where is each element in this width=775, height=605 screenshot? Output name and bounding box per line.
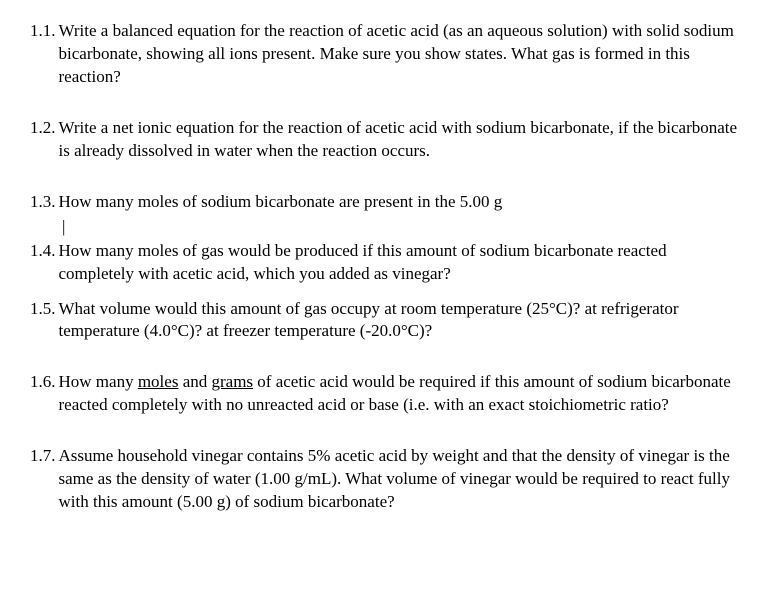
question-1-3: 1.3. How many moles of sodium bicarbonat… — [30, 191, 745, 214]
text-cursor: | — [62, 222, 745, 238]
question-number: 1.3. — [30, 191, 59, 214]
question-1-4: 1.4. How many moles of gas would be prod… — [30, 240, 745, 286]
question-number: 1.5. — [30, 298, 59, 344]
question-1-5: 1.5. What volume would this amount of ga… — [30, 298, 745, 344]
question-text: How many moles and grams of acetic acid … — [59, 371, 746, 417]
question-number: 1.2. — [30, 117, 59, 163]
question-text: What volume would this amount of gas occ… — [59, 298, 746, 344]
question-text: How many moles of sodium bicarbonate are… — [59, 191, 746, 214]
text-part-a: How many — [59, 372, 138, 391]
question-text: How many moles of gas would be produced … — [59, 240, 746, 286]
question-text: Write a balanced equation for the reacti… — [59, 20, 746, 89]
text-part-b: and — [178, 372, 211, 391]
question-number: 1.7. — [30, 445, 59, 514]
question-1-1: 1.1. Write a balanced equation for the r… — [30, 20, 745, 89]
question-number: 1.4. — [30, 240, 59, 286]
underlined-grams: grams — [211, 372, 253, 391]
question-number: 1.6. — [30, 371, 59, 417]
question-1-6: 1.6. How many moles and grams of acetic … — [30, 371, 745, 417]
question-number: 1.1. — [30, 20, 59, 89]
question-text-a: How many moles of sodium bicarbonate are… — [59, 192, 494, 211]
question-1-2: 1.2. Write a net ionic equation for the … — [30, 117, 745, 163]
underlined-moles: moles — [138, 372, 179, 391]
spellcheck-underline: g — [494, 192, 503, 211]
question-text: Write a net ionic equation for the react… — [59, 117, 746, 163]
question-1-7: 1.7. Assume household vinegar contains 5… — [30, 445, 745, 514]
question-text: Assume household vinegar contains 5% ace… — [59, 445, 746, 514]
